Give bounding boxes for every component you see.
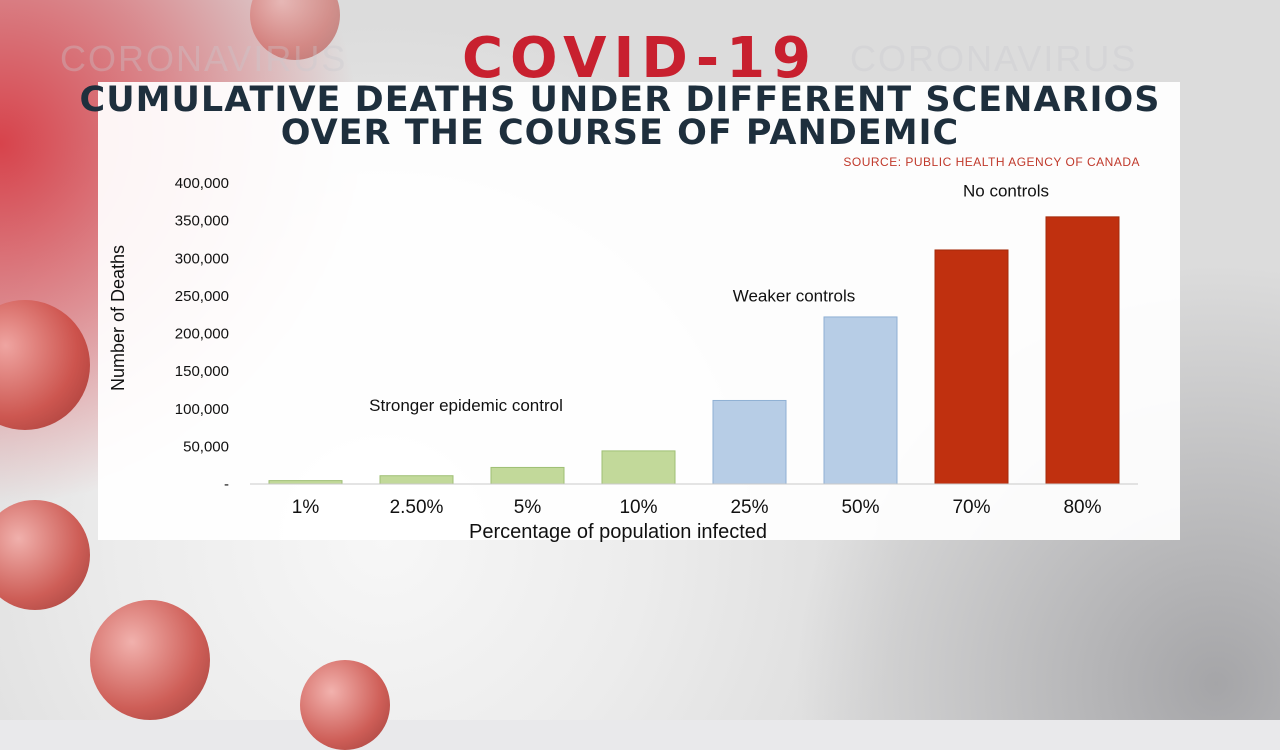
bar-red xyxy=(934,249,1009,485)
x-axis-label: Percentage of population infected xyxy=(469,521,767,543)
x-tick-label: 25% xyxy=(730,497,768,518)
bar-red xyxy=(1045,216,1120,485)
x-tick-label: 2.50% xyxy=(390,497,444,518)
y-axis: - 50,000 100,000 150,000 200,000 250,000 300,0… xyxy=(175,175,229,493)
y-tick-label: 200,000 xyxy=(175,326,229,343)
annotation-label: Stronger epidemic control xyxy=(369,396,563,415)
bar-green xyxy=(268,480,343,485)
x-tick-label: 5% xyxy=(514,497,542,518)
y-tick-label: 250,000 xyxy=(175,288,229,305)
y-tick-label: 150,000 xyxy=(175,363,229,380)
y-tick-label: - xyxy=(224,476,229,493)
x-tick-label: 70% xyxy=(952,497,990,518)
x-tick-label: 1% xyxy=(292,497,320,518)
x-tick-label: 50% xyxy=(841,497,879,518)
y-tick-label: 300,000 xyxy=(175,250,229,267)
bar-green xyxy=(379,475,454,485)
annotation-label: Weaker controls xyxy=(733,287,856,306)
annotations: Stronger epidemic control Weaker controls… xyxy=(369,181,1049,414)
bar-blue xyxy=(712,399,787,485)
bar-green xyxy=(601,450,676,485)
virus-particle-decoration xyxy=(90,600,210,720)
y-tick-label: 400,000 xyxy=(175,175,229,192)
annotation-label: No controls xyxy=(963,181,1049,200)
background-watermark-left: CORONAVIRUS xyxy=(60,38,348,79)
y-axis-label: Number of Deaths xyxy=(108,245,128,391)
chart-subtitle-line1: CUMULATIVE DEATHS UNDER DIFFERENT SCENAR… xyxy=(79,80,1161,120)
y-tick-label: 350,000 xyxy=(175,213,229,230)
source-label: SOURCE: PUBLIC HEALTH AGENCY OF CANADA xyxy=(843,155,1140,169)
y-tick-label: 100,000 xyxy=(175,401,229,418)
x-tick-label: 80% xyxy=(1063,497,1101,518)
y-tick-label: 50,000 xyxy=(183,438,229,455)
page-title: COVID-19 xyxy=(461,26,819,91)
x-tick-label: 10% xyxy=(619,497,657,518)
bar-green xyxy=(490,466,565,485)
virus-particle-decoration xyxy=(0,500,90,610)
x-axis: 1% 2.50% 5% 10% 25% 50% 70% 80% xyxy=(250,483,1138,518)
chart-subtitle-line2: OVER THE COURSE OF PANDEMIC xyxy=(280,113,960,153)
bars xyxy=(268,216,1120,485)
background-watermark-right: CORONAVIRUS xyxy=(850,38,1138,79)
bar-blue xyxy=(823,316,898,485)
bar-chart: - 50,000 100,000 150,000 200,000 250,000 300,0… xyxy=(108,175,1138,543)
